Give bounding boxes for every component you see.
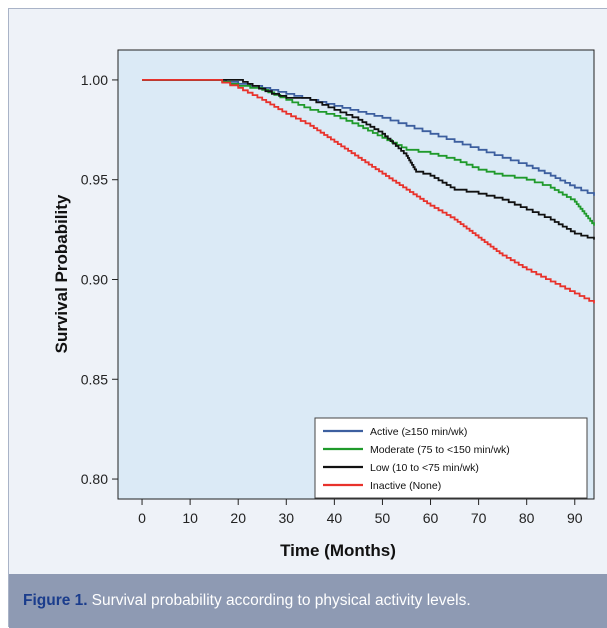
caption-label: Figure 1.	[23, 592, 88, 609]
x-axis: 0 10 20 30 40 50 60 70 80 90	[138, 499, 583, 526]
series-line	[142, 79, 595, 226]
x-axis-label: Time (Months)	[280, 541, 396, 560]
x-tick-label: 30	[278, 510, 294, 526]
legend-label: Low (10 to <75 min/wk)	[370, 462, 479, 474]
series-line	[142, 79, 595, 240]
x-tick-label: 40	[327, 510, 343, 526]
y-axis-label: Survival Probability	[52, 194, 71, 353]
x-tick-label: 90	[567, 510, 583, 526]
y-tick-label: 0.80	[81, 471, 108, 487]
caption-text: Survival probability according to physic…	[91, 592, 471, 609]
figure-frame: 0.80 0.85 0.90 0.95 1.00 0 10 20 30 40 50 60 70 80 90…	[8, 8, 607, 628]
y-tick-label: 0.95	[81, 172, 108, 188]
y-axis: 0.80 0.85 0.90 0.95 1.00	[81, 72, 118, 487]
x-tick-label: 10	[182, 510, 198, 526]
x-tick-label: 0	[138, 510, 146, 526]
y-tick-label: 1.00	[81, 72, 108, 88]
legend: Active (≥150 min/wk) Moderate (75 to <150…	[314, 417, 588, 499]
x-tick-label: 20	[230, 510, 246, 526]
legend-label: Active (≥150 min/wk)	[370, 426, 467, 438]
x-tick-label: 80	[519, 510, 535, 526]
figure-caption: Figure 1. Survival probability according…	[9, 574, 607, 628]
x-tick-label: 60	[423, 510, 439, 526]
x-tick-label: 70	[471, 510, 487, 526]
x-tick-label: 50	[375, 510, 391, 526]
y-tick-label: 0.90	[81, 271, 108, 287]
series-line	[142, 79, 595, 196]
chart-area: 0.80 0.85 0.90 0.95 1.00 0 10 20 30 40 50 60 70 80 90…	[9, 9, 607, 572]
legend-label: Moderate (75 to <150 min/wk)	[370, 444, 510, 456]
survival-chart: 0.80 0.85 0.90 0.95 1.00 0 10 20 30 40 50 60 70 80 90…	[52, 49, 595, 560]
series-layer	[142, 79, 595, 304]
y-tick-label: 0.85	[81, 371, 108, 387]
legend-label: Inactive (None)	[370, 480, 441, 492]
series-line	[142, 79, 595, 304]
